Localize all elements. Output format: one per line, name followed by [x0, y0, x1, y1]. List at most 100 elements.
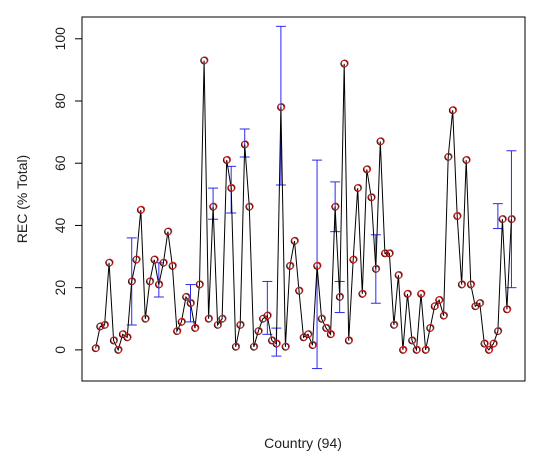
data-point-overlay [372, 264, 381, 273]
data-point-overlay [322, 323, 331, 332]
y-tick-label: 40 [52, 217, 68, 233]
data-point-overlay [444, 152, 453, 161]
data-point-overlay [191, 323, 200, 332]
data-point-overlay [264, 311, 272, 320]
x-axis-label: Country (94) [264, 435, 342, 451]
data-point-overlay [340, 59, 349, 68]
data-point-overlay [164, 227, 173, 236]
data-point-overlay [182, 292, 191, 301]
data-point-overlay [223, 155, 232, 164]
data-point-overlay [399, 345, 408, 354]
data-point-overlay [359, 289, 367, 298]
data-point-overlay [318, 314, 326, 323]
data-point-overlay [490, 339, 498, 348]
data-point-overlay [178, 317, 186, 326]
data-point-overlay [467, 280, 476, 288]
data-point-overlay [227, 183, 236, 192]
data-point-overlay [151, 255, 159, 264]
data-point-overlay [92, 344, 100, 352]
data-point-overlay [377, 137, 385, 145]
data-point-overlay [250, 342, 259, 351]
data-point-overlay [350, 255, 358, 264]
data-point-overlay [101, 320, 110, 329]
data-point-overlay [390, 320, 399, 329]
data-point-overlay [128, 277, 137, 285]
data-point-overlay [440, 311, 449, 320]
data-point-overlay [200, 56, 209, 64]
data-point-overlay [291, 236, 299, 245]
y-tick-label: 80 [52, 93, 68, 109]
data-point-overlay [313, 261, 322, 270]
data-point-overlay [309, 341, 317, 349]
data-point-overlay [105, 258, 114, 267]
data-point-overlay [345, 336, 354, 344]
data-point-overlay [368, 193, 376, 201]
data-point-overlay [331, 202, 340, 211]
data-point-overlay [137, 205, 146, 214]
data-point-overlay [96, 322, 105, 330]
data-point-overlay [232, 342, 241, 351]
y-axis: 0 20 40 60 80 100 [52, 27, 82, 354]
data-point-overlay [169, 261, 177, 270]
y-tick-label: 60 [52, 155, 68, 171]
data-point-overlay [503, 305, 512, 313]
data-point-overlay [404, 289, 412, 298]
data-point-overlay [417, 289, 426, 298]
data-point-overlay [273, 339, 281, 348]
data-point-overlay [499, 215, 507, 223]
data-point-overlay [494, 327, 503, 335]
data-point-overlay [413, 345, 421, 354]
y-tick-label: 0 [52, 346, 68, 354]
data-point-overlay [110, 336, 119, 344]
data-point-overlay [354, 183, 363, 192]
data-point-overlay [282, 342, 290, 351]
data-point-overlay [426, 323, 435, 332]
data-point-overlay [124, 333, 132, 341]
data-point-overlay [476, 299, 485, 307]
data-point-overlay [386, 249, 394, 257]
data-point-overlay [435, 295, 444, 304]
data-point-overlay [209, 202, 218, 211]
data-point-overlay [485, 345, 494, 354]
data-points [91, 56, 516, 354]
data-point-overlay [114, 345, 123, 354]
data-point-overlay [381, 249, 390, 257]
series-line-path [95, 60, 512, 352]
data-point-overlay [304, 330, 313, 338]
data-point-overlay [327, 330, 336, 338]
y-tick-label: 20 [52, 280, 68, 296]
data-point-overlay [277, 103, 286, 111]
data-point-overlay [142, 314, 150, 323]
data-point-overlay [286, 261, 295, 270]
data-point-overlay [133, 255, 141, 264]
data-point-overlay [463, 155, 471, 164]
data-point-overlay [295, 286, 304, 295]
data-point-overlay [146, 277, 155, 285]
data-point-overlay [196, 280, 204, 288]
data-point-overlay [431, 302, 439, 310]
data-point-overlay [160, 258, 168, 267]
data-point-overlay [214, 320, 223, 329]
data-point-overlay [241, 140, 250, 148]
data-point-overlay [481, 339, 489, 348]
data-point-overlay [155, 280, 164, 288]
data-point-overlay [395, 271, 403, 279]
data-point-overlay [187, 299, 195, 307]
data-point-overlay [237, 320, 245, 329]
data-point-overlay [246, 202, 254, 211]
data-point-overlay [336, 292, 345, 301]
data-point-overlay [508, 215, 516, 223]
data-point-overlay [458, 280, 467, 288]
data-point-overlay [408, 336, 417, 344]
data-point-overlay [205, 314, 213, 323]
data-point-overlay [363, 165, 372, 173]
y-tick-label: 100 [52, 27, 68, 51]
plot-frame [81, 16, 526, 382]
data-point-overlay [173, 327, 182, 335]
series-line [95, 60, 512, 352]
data-point-overlay [453, 211, 462, 220]
data-point-overlay [218, 314, 227, 323]
data-point-overlay [449, 106, 458, 114]
y-axis-label: REC (% Total) [14, 155, 30, 243]
